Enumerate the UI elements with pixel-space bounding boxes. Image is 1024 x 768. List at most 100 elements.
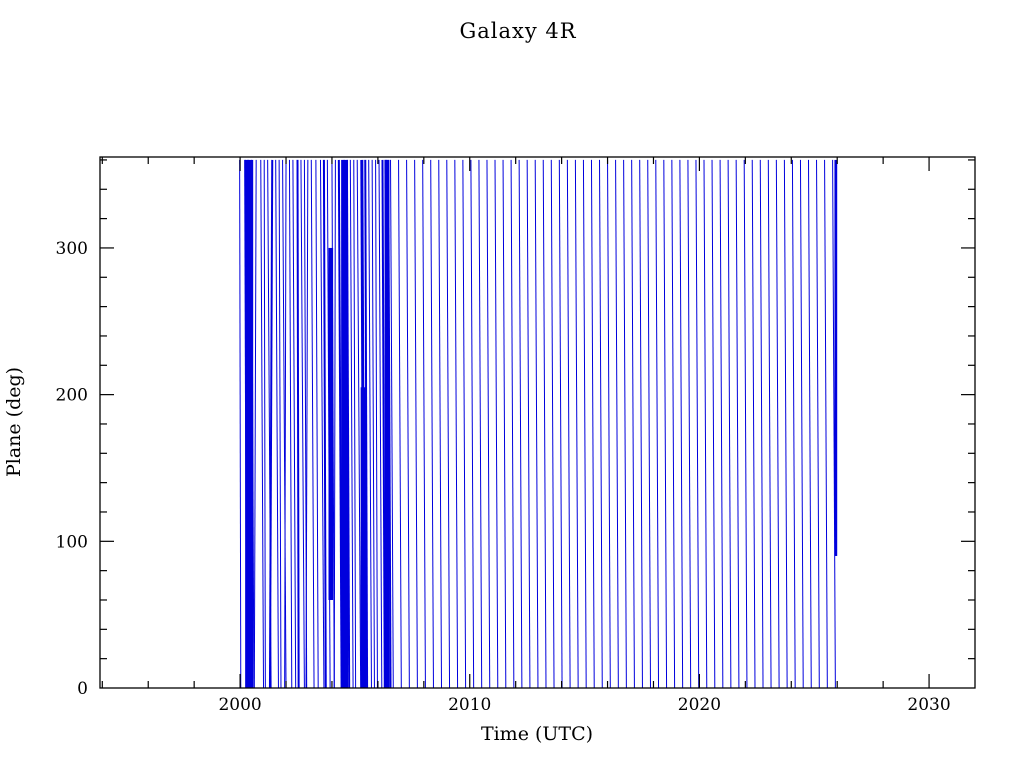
wrap-line <box>566 159 571 689</box>
wrap-line <box>300 159 305 689</box>
wrap-line <box>356 159 362 689</box>
wrap-line <box>398 159 402 689</box>
wrap-line <box>607 159 611 689</box>
wrap-line <box>542 159 547 689</box>
wrap-line <box>743 159 748 689</box>
wrap-line <box>687 159 692 689</box>
wrap-line <box>526 159 531 689</box>
wrap-line <box>284 159 287 689</box>
wrap-line <box>631 159 635 689</box>
wrap-line <box>378 159 383 689</box>
data-lines-layer <box>239 159 838 689</box>
wrap-line <box>245 159 250 689</box>
wrap-line <box>341 159 347 689</box>
wrap-line <box>671 159 676 689</box>
wrap-line <box>703 159 708 689</box>
wrap-line <box>310 159 315 689</box>
wrap-line <box>615 159 619 689</box>
wrap-line <box>406 159 410 689</box>
wrap-line <box>384 159 389 689</box>
wrap-line <box>574 159 579 689</box>
plot-border <box>99 156 976 689</box>
wrap-line <box>414 159 418 689</box>
x-tick-label: 2000 <box>218 695 261 715</box>
wrap-line <box>275 159 279 689</box>
wrap-line <box>470 159 475 689</box>
wrap-line <box>282 159 287 689</box>
wrap-cluster <box>328 247 334 600</box>
wrap-line <box>315 159 319 689</box>
wrap-line <box>292 159 297 689</box>
wrap-line <box>599 159 603 689</box>
wrap-line <box>345 159 351 689</box>
plot-title: Galaxy 4R <box>459 19 576 43</box>
wrap-line <box>387 159 392 689</box>
wrap-line <box>582 159 587 689</box>
wrap-line <box>534 159 539 689</box>
wrap-line <box>775 159 780 689</box>
wrap-line <box>639 159 643 689</box>
wrap-cluster <box>834 159 838 556</box>
wrap-line <box>371 159 375 689</box>
wrap-line <box>816 159 820 689</box>
wrap-line <box>695 159 700 689</box>
wrap-line <box>422 159 426 689</box>
wrap-line <box>759 159 764 689</box>
wrap-line <box>253 159 257 689</box>
wrap-line <box>711 159 716 689</box>
wrap-line <box>333 159 336 689</box>
wrap-line <box>783 159 788 689</box>
wrap-line <box>791 159 796 689</box>
y-tick-label: 0 <box>77 679 88 699</box>
wrap-line <box>368 159 372 689</box>
wrap-line <box>288 159 293 689</box>
wrap-line <box>268 159 274 689</box>
wrap-line <box>331 159 335 689</box>
wrap-line <box>305 159 309 689</box>
wrap-cluster <box>245 159 254 688</box>
wrap-line <box>381 159 386 689</box>
wrap-line <box>767 159 772 689</box>
wrap-line <box>263 159 266 689</box>
wrap-line <box>663 159 668 689</box>
wrap-line <box>550 159 555 689</box>
wrap-line <box>251 159 255 689</box>
wrap-line <box>558 159 563 689</box>
y-tick-label: 300 <box>56 239 88 259</box>
wrap-line <box>364 159 369 689</box>
wrap-line <box>278 159 282 689</box>
wrap-line <box>337 159 343 689</box>
axes-layer <box>99 156 976 689</box>
y-tick-label: 100 <box>56 532 88 552</box>
wrap-line <box>375 159 378 689</box>
y-axis-label: Plane (deg) <box>3 367 25 477</box>
wrap-line <box>462 159 467 689</box>
wrap-line <box>727 159 732 689</box>
wrap-line <box>319 159 325 689</box>
wrap-line <box>326 159 331 689</box>
wrap-line <box>478 159 483 689</box>
wrap-line <box>719 159 724 689</box>
x-axis-label: Time (UTC) <box>481 723 593 745</box>
wrap-line <box>446 159 451 689</box>
tick-labels-layer: 2000 2010 2020 2030 0 100 200 300 <box>56 239 951 715</box>
wrap-line <box>510 159 515 689</box>
wrap-line <box>296 159 300 689</box>
wrap-line <box>353 159 357 689</box>
wrap-line <box>807 159 812 689</box>
wrap-line <box>390 159 394 689</box>
wrap-line <box>454 159 459 689</box>
wrap-line <box>518 159 523 689</box>
wrap-line <box>679 159 684 689</box>
wrap-line <box>735 159 740 689</box>
wrap-line <box>751 159 756 689</box>
wrap-line <box>494 159 499 689</box>
wrap-line <box>322 159 327 689</box>
wrap-line <box>623 159 627 689</box>
x-tick-label: 2030 <box>907 695 950 715</box>
wrap-line <box>430 159 434 689</box>
wrap-line <box>360 159 366 689</box>
wrap-line <box>647 159 651 689</box>
